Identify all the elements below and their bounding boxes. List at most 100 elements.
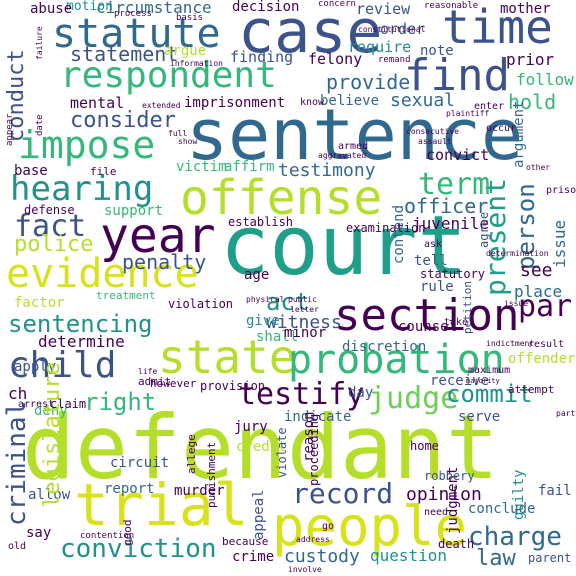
word-physical: physical <box>246 295 285 304</box>
word-give: give <box>246 313 280 329</box>
word-address: address <box>296 535 330 544</box>
word-base: base <box>14 163 48 179</box>
word-deny: deny <box>34 403 68 419</box>
word-time: time <box>442 0 553 54</box>
word-punishment: punishment <box>205 441 218 508</box>
word-provide: provide <box>326 70 411 94</box>
word-apply: apply <box>14 359 57 375</box>
word-full: full <box>168 129 188 138</box>
word-sexual: sexual <box>390 90 456 111</box>
word-appear: appear <box>5 113 15 146</box>
word-determination: determination <box>486 249 549 258</box>
word-felony: felony <box>308 50 363 68</box>
word-impose: impose <box>18 123 156 167</box>
word-aggravated: aggravated <box>318 151 367 160</box>
word-juvenile: juvenile <box>412 214 490 233</box>
word-party: party <box>556 409 576 418</box>
word-hold: hold <box>508 90 557 114</box>
word-record: record <box>292 477 394 510</box>
word-violation: violation <box>168 297 234 311</box>
word-people: people <box>272 495 468 558</box>
word-find: find <box>404 50 510 101</box>
word-conclude: conclude <box>468 501 536 517</box>
word-go: go <box>322 521 335 532</box>
word-plaintiff: plaintiff <box>446 109 490 118</box>
word-because: because <box>222 535 269 548</box>
word-violate: violate <box>275 427 289 478</box>
word-par: par <box>518 289 573 324</box>
word-receive: receive <box>430 373 490 389</box>
word-attempt: attempt <box>508 383 555 396</box>
word-credit: credit <box>236 439 287 455</box>
word-constitutional: constitutional <box>358 25 426 34</box>
word-report: report <box>104 481 155 497</box>
word-decision: decision <box>232 0 300 15</box>
word-minor: minor <box>284 325 327 341</box>
word-act: act <box>266 288 310 316</box>
word-statute: statute <box>52 11 221 57</box>
word-provision: provision <box>200 379 266 393</box>
word-defense: defense <box>24 203 75 217</box>
word-imprisonment: imprisonment <box>184 95 286 111</box>
word-support: support <box>104 203 164 219</box>
word-charge: charge <box>468 522 562 552</box>
word-arrest: arrest <box>18 399 55 410</box>
word-admit: admit <box>138 375 172 388</box>
word-criminal: criminal <box>2 400 32 526</box>
word-court: court <box>220 199 467 294</box>
word-case: case <box>238 0 383 67</box>
word-conviction: conviction <box>60 534 217 564</box>
word-establish: establish <box>228 215 294 229</box>
word-order: order <box>380 20 426 38</box>
word-issue: issue <box>550 219 569 268</box>
word-information: information <box>170 59 223 68</box>
word-argue: argue <box>164 43 207 59</box>
word-age: age <box>244 267 270 283</box>
word-consider: consider <box>70 108 176 133</box>
word-murder: murder <box>174 483 225 499</box>
word-defendant: defendant <box>22 396 499 499</box>
word-jury: jury <box>234 419 268 435</box>
word-prior: prior <box>506 50 555 69</box>
word-determine: determine <box>38 332 125 351</box>
word-believe: believe <box>320 93 380 109</box>
word-date: date <box>35 114 45 136</box>
word-penalty: penalty <box>122 250 207 274</box>
word-victim: victim <box>176 159 227 175</box>
word-agree: agree <box>477 211 491 248</box>
word-judge: judge <box>368 381 459 416</box>
word-motion: motion <box>66 0 113 14</box>
word-treatment: treatment <box>96 289 156 302</box>
word-hearing: hearing <box>10 169 154 209</box>
word-statement: statement <box>70 42 179 66</box>
word-home: home <box>410 439 439 453</box>
word-sentence: sentence <box>186 94 524 176</box>
word-law: law <box>476 546 516 571</box>
word-rule: rule <box>420 279 454 295</box>
word-finding: finding <box>230 48 294 66</box>
word-know: know <box>300 97 325 108</box>
word-police: police <box>14 232 94 257</box>
word-however: however <box>150 377 197 390</box>
word-require: require <box>348 38 412 56</box>
word-ask: ask <box>424 239 443 250</box>
word-basis: basis <box>176 13 204 23</box>
word-result: result <box>528 339 565 350</box>
word-majority: majority <box>466 377 500 385</box>
word-day: day <box>348 385 374 401</box>
word-legislature: legislature <box>40 362 65 508</box>
word-state: state <box>158 330 297 384</box>
word-circuit: circuit <box>110 455 170 471</box>
word-contention: contention <box>80 531 135 541</box>
word-child: child <box>8 345 117 386</box>
word-allege: allege <box>185 434 198 474</box>
word-fact: fact <box>14 209 87 244</box>
word-respondent: respondent <box>60 55 277 96</box>
word-opinion: opinion <box>406 484 482 505</box>
word-shall: shall <box>256 329 299 345</box>
word-ch: ch <box>8 384 28 403</box>
word-consecutive: consecutive <box>406 127 459 136</box>
word-take: take <box>444 317 469 328</box>
word-claim: claim <box>50 397 87 411</box>
